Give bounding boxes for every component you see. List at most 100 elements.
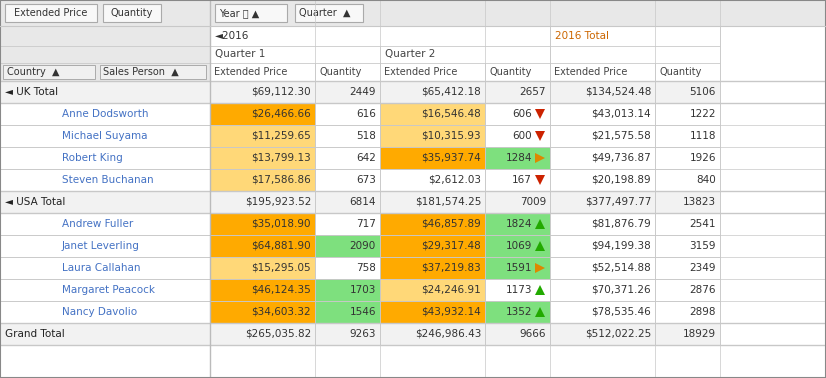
Bar [380, 191, 485, 213]
Bar [315, 213, 380, 235]
Bar [315, 125, 380, 147]
Text: 1824: 1824 [506, 219, 532, 229]
Bar [550, 279, 655, 301]
Bar [485, 103, 550, 125]
Bar [550, 46, 720, 63]
Bar [315, 191, 380, 213]
Text: 2876: 2876 [690, 285, 716, 295]
Bar [210, 125, 315, 147]
Bar [550, 301, 655, 323]
Bar [210, 301, 315, 323]
Bar [655, 103, 720, 125]
Text: 1352: 1352 [506, 307, 532, 317]
Text: Quarter  ▲: Quarter ▲ [299, 8, 350, 18]
Bar [380, 103, 485, 125]
Bar [485, 323, 550, 345]
Bar [210, 235, 315, 257]
Text: 7009: 7009 [520, 197, 546, 207]
Text: Andrew Fuller: Andrew Fuller [62, 219, 133, 229]
Text: Laura Callahan: Laura Callahan [62, 263, 140, 273]
Text: Quantity: Quantity [319, 67, 362, 77]
Text: Country  ▲: Country ▲ [7, 67, 59, 77]
Text: 2541: 2541 [690, 219, 716, 229]
Text: $35,018.90: $35,018.90 [251, 219, 311, 229]
Bar [315, 235, 380, 257]
Bar [0, 147, 210, 169]
Text: $24,246.91: $24,246.91 [421, 285, 481, 295]
Bar [0, 103, 210, 125]
Text: $46,124.35: $46,124.35 [251, 285, 311, 295]
Text: 5106: 5106 [690, 87, 716, 97]
Bar [315, 279, 380, 301]
Text: 1703: 1703 [349, 285, 376, 295]
Text: $49,736.87: $49,736.87 [591, 153, 651, 163]
Text: $195,923.52: $195,923.52 [244, 197, 311, 207]
Bar [315, 147, 380, 169]
Text: $46,857.89: $46,857.89 [421, 219, 481, 229]
Bar [0, 301, 210, 323]
Bar [0, 323, 210, 345]
Bar [550, 125, 655, 147]
Text: 673: 673 [356, 175, 376, 185]
Text: 1546: 1546 [349, 307, 376, 317]
Bar [550, 63, 655, 81]
Text: 2349: 2349 [690, 263, 716, 273]
Text: 2016 Total: 2016 Total [555, 31, 609, 41]
Bar [485, 63, 550, 81]
Text: $94,199.38: $94,199.38 [591, 241, 651, 251]
Bar [485, 147, 550, 169]
Bar [0, 46, 210, 63]
Bar [550, 103, 655, 125]
Text: $10,315.93: $10,315.93 [421, 131, 481, 141]
Text: Year Ⓟ ▲: Year Ⓟ ▲ [219, 8, 259, 18]
Text: $81,876.79: $81,876.79 [591, 219, 651, 229]
Text: 1118: 1118 [690, 131, 716, 141]
Bar [485, 279, 550, 301]
Bar [550, 26, 720, 46]
Bar [0, 26, 210, 46]
Bar [655, 279, 720, 301]
Bar [315, 257, 380, 279]
Text: $20,198.89: $20,198.89 [591, 175, 651, 185]
Text: $34,603.32: $34,603.32 [251, 307, 311, 317]
Text: $16,546.48: $16,546.48 [421, 109, 481, 119]
Bar [210, 46, 380, 63]
Bar [485, 169, 550, 191]
Bar [550, 169, 655, 191]
Polygon shape [535, 241, 545, 251]
Text: 9263: 9263 [349, 329, 376, 339]
Bar [655, 63, 720, 81]
Text: $43,932.14: $43,932.14 [421, 307, 481, 317]
Text: Extended Price: Extended Price [214, 67, 287, 77]
Bar [210, 81, 315, 103]
Text: $265,035.82: $265,035.82 [244, 329, 311, 339]
Bar [550, 147, 655, 169]
Polygon shape [535, 285, 545, 295]
Text: Michael Suyama: Michael Suyama [62, 131, 148, 141]
Text: 2898: 2898 [690, 307, 716, 317]
Text: 2090: 2090 [349, 241, 376, 251]
Text: $512,022.25: $512,022.25 [585, 329, 651, 339]
Bar [655, 191, 720, 213]
Bar [5, 4, 97, 22]
Text: 1926: 1926 [690, 153, 716, 163]
Text: 18929: 18929 [683, 329, 716, 339]
Bar [210, 213, 315, 235]
Text: ◄ UK Total: ◄ UK Total [5, 87, 58, 97]
Bar [550, 191, 655, 213]
Bar [380, 301, 485, 323]
Text: $64,881.90: $64,881.90 [251, 241, 311, 251]
Bar [550, 257, 655, 279]
Bar [655, 235, 720, 257]
Bar [380, 235, 485, 257]
Bar [0, 0, 826, 26]
Bar [550, 235, 655, 257]
Bar [0, 63, 210, 81]
Bar [655, 301, 720, 323]
Text: $43,013.14: $43,013.14 [591, 109, 651, 119]
Text: 9666: 9666 [520, 329, 546, 339]
Polygon shape [535, 307, 545, 317]
Bar [295, 4, 363, 22]
Bar [0, 169, 210, 191]
Polygon shape [535, 109, 545, 119]
